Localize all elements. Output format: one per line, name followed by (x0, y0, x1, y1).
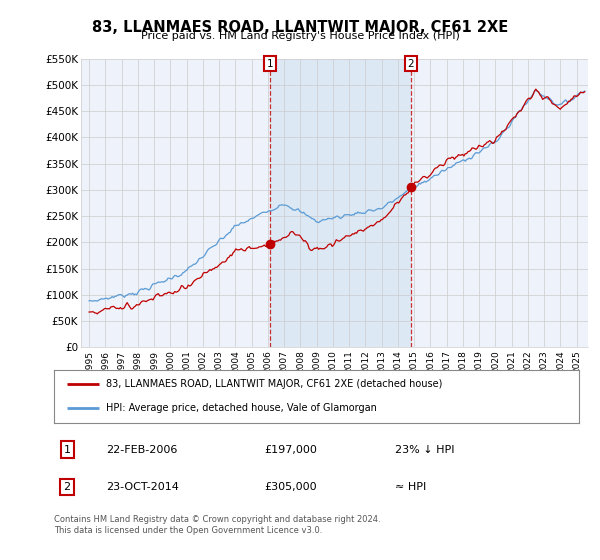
Text: 83, LLANMAES ROAD, LLANTWIT MAJOR, CF61 2XE: 83, LLANMAES ROAD, LLANTWIT MAJOR, CF61 … (92, 20, 508, 35)
Text: 83, LLANMAES ROAD, LLANTWIT MAJOR, CF61 2XE (detached house): 83, LLANMAES ROAD, LLANTWIT MAJOR, CF61 … (107, 379, 443, 389)
Text: Price paid vs. HM Land Registry's House Price Index (HPI): Price paid vs. HM Land Registry's House … (140, 31, 460, 41)
Text: 22-FEB-2006: 22-FEB-2006 (107, 445, 178, 455)
Text: HPI: Average price, detached house, Vale of Glamorgan: HPI: Average price, detached house, Vale… (107, 403, 377, 413)
Text: 23-OCT-2014: 23-OCT-2014 (107, 482, 179, 492)
Text: £305,000: £305,000 (264, 482, 317, 492)
Text: Contains HM Land Registry data © Crown copyright and database right 2024.: Contains HM Land Registry data © Crown c… (54, 515, 380, 524)
Text: This data is licensed under the Open Government Licence v3.0.: This data is licensed under the Open Gov… (54, 526, 322, 535)
Text: 2: 2 (64, 482, 71, 492)
Text: £197,000: £197,000 (264, 445, 317, 455)
Bar (270, 59, 411, 347)
Text: 1: 1 (266, 59, 274, 69)
Text: 1: 1 (64, 445, 71, 455)
Text: 2: 2 (408, 59, 415, 69)
Text: 23% ↓ HPI: 23% ↓ HPI (395, 445, 455, 455)
Text: ≈ HPI: ≈ HPI (395, 482, 427, 492)
